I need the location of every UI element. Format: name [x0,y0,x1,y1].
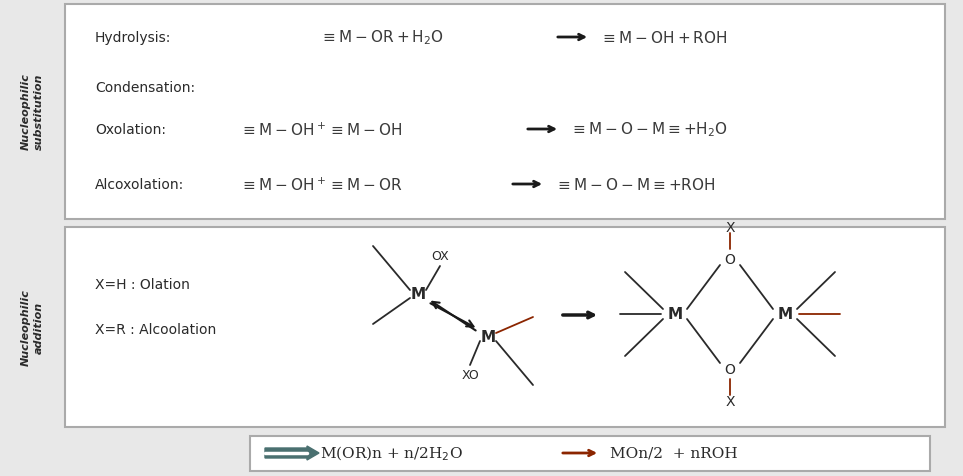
Text: $\equiv\mathsf{M-O-M}\equiv\mathsf{+ H_2O}$: $\equiv\mathsf{M-O-M}\equiv\mathsf{+ H_2… [570,120,728,139]
Text: Nucleophilic
substitution: Nucleophilic substitution [20,73,43,150]
FancyBboxPatch shape [65,5,945,219]
Text: XO: XO [461,369,479,382]
FancyArrow shape [265,446,319,460]
Text: M: M [667,307,683,322]
Text: $\equiv\mathsf{M-OR + H_2O}$: $\equiv\mathsf{M-OR + H_2O}$ [320,29,444,47]
Text: Condensation:: Condensation: [95,81,195,95]
Text: $\equiv\mathsf{M-O-M}\equiv\mathsf{+ ROH}$: $\equiv\mathsf{M-O-M}\equiv\mathsf{+ ROH… [555,177,716,193]
Text: X=R : Alcoolation: X=R : Alcoolation [95,322,217,336]
Text: $\equiv\mathsf{M-OH}^+\equiv\mathsf{M-OH}$: $\equiv\mathsf{M-OH}^+\equiv\mathsf{M-OH… [240,121,403,139]
Text: MOn/2  + nROH: MOn/2 + nROH [610,446,738,460]
Text: X: X [725,220,735,235]
Text: Oxolation:: Oxolation: [95,123,166,137]
FancyBboxPatch shape [250,436,930,471]
Text: Hydrolysis:: Hydrolysis: [95,31,171,45]
Text: $\equiv\mathsf{M-OH + ROH}$: $\equiv\mathsf{M-OH + ROH}$ [600,30,727,46]
Text: X=H : Olation: X=H : Olation [95,278,190,291]
Text: O: O [724,362,736,376]
Text: Nucleophilic
addition: Nucleophilic addition [20,289,43,366]
Text: M(OR)n + n/2H$_2$O: M(OR)n + n/2H$_2$O [320,444,463,462]
Text: OX: OX [431,250,449,263]
Text: M: M [481,330,496,345]
Text: O: O [724,252,736,267]
Text: M: M [410,287,426,302]
Text: M: M [777,307,793,322]
Text: Alcoxolation:: Alcoxolation: [95,178,184,192]
Text: $\equiv\mathsf{M-OH}^+\equiv\mathsf{M-OR}$: $\equiv\mathsf{M-OH}^+\equiv\mathsf{M-OR… [240,176,403,193]
Text: X: X [725,394,735,408]
FancyBboxPatch shape [65,228,945,427]
